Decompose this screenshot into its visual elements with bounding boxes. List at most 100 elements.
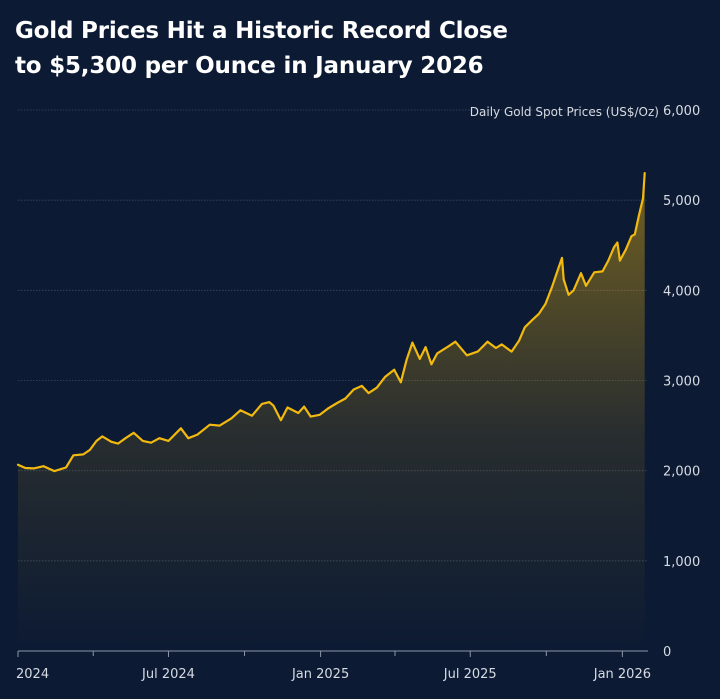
price-point xyxy=(630,235,633,238)
price-point xyxy=(405,358,408,361)
x-tick-label: Jan 2025 xyxy=(291,667,349,682)
price-point xyxy=(218,424,221,427)
price-point xyxy=(101,435,104,438)
x-tick-label: Jul 2024 xyxy=(141,667,195,682)
price-point xyxy=(42,465,45,468)
price-point xyxy=(272,404,275,407)
price-point xyxy=(303,405,305,408)
price-point xyxy=(158,437,161,440)
price-point xyxy=(447,345,450,348)
y-tick-label: 2,000 xyxy=(663,465,700,480)
x-axis: 2024 Jul 2024 Jan 2025 Jul 2025 Jan 2026 xyxy=(16,650,651,682)
price-point xyxy=(424,346,427,349)
price-point xyxy=(179,427,182,430)
price-point xyxy=(418,357,421,360)
y-tick-label: 5,000 xyxy=(663,194,700,209)
price-point xyxy=(430,363,433,366)
price-point xyxy=(17,463,19,466)
chart-title: Gold Prices Hit a Historic Record Close … xyxy=(15,14,615,84)
price-point xyxy=(593,271,596,274)
price-point xyxy=(486,340,489,343)
chart-title-line-2: to $5,300 per Ounce in January 2026 xyxy=(15,53,484,79)
price-point xyxy=(523,326,526,329)
price-point xyxy=(556,268,559,271)
price-point xyxy=(643,172,646,175)
price-point xyxy=(53,470,56,473)
price-point xyxy=(268,401,271,404)
price-point xyxy=(537,312,540,315)
area-layer xyxy=(16,172,646,651)
price-point xyxy=(167,440,170,442)
y-axis: 0 1,000 2,000 3,000 4,000 5,000 6,000 xyxy=(663,104,700,660)
price-point xyxy=(510,350,513,353)
price-point xyxy=(544,302,547,305)
price-point xyxy=(562,278,565,281)
price-point xyxy=(132,431,135,434)
price-point xyxy=(561,256,563,259)
price-point xyxy=(230,417,233,420)
price-point xyxy=(336,402,339,404)
price-point xyxy=(187,437,190,440)
x-tick-label: 2024 xyxy=(16,667,49,682)
price-point xyxy=(124,437,127,440)
price-point xyxy=(642,197,644,200)
price-point xyxy=(572,289,575,292)
price-point xyxy=(532,318,534,321)
price-point xyxy=(551,285,553,288)
price-point xyxy=(399,381,402,384)
price-point xyxy=(638,214,640,217)
chart-title-line-1: Gold Prices Hit a Historic Record Close xyxy=(15,18,508,44)
price-point xyxy=(518,339,520,342)
price-point xyxy=(618,259,621,262)
price-point xyxy=(309,415,312,418)
price-point xyxy=(466,354,468,357)
price-point xyxy=(327,407,329,410)
price-point xyxy=(585,284,587,287)
x-tick-label: Jul 2025 xyxy=(443,667,497,682)
price-point xyxy=(607,259,610,262)
price-point xyxy=(613,246,616,248)
price-point xyxy=(89,449,91,451)
price-point xyxy=(494,347,497,349)
price-point xyxy=(286,406,289,409)
price-point xyxy=(616,241,619,244)
price-point xyxy=(251,414,253,417)
price-point xyxy=(601,270,604,273)
price-point xyxy=(72,454,75,457)
price-point xyxy=(82,453,85,456)
price-point xyxy=(280,419,282,422)
price-point xyxy=(436,352,439,355)
price-point xyxy=(208,423,211,426)
y-tick-label: 4,000 xyxy=(663,284,700,299)
price-point xyxy=(352,388,355,391)
price-point xyxy=(141,440,144,442)
price-point xyxy=(65,466,67,469)
price-point xyxy=(24,467,27,469)
y-tick-label: 0 xyxy=(663,645,671,660)
price-point xyxy=(367,392,370,395)
price-area-fill xyxy=(18,173,645,651)
price-point xyxy=(580,272,582,275)
series-label: Daily Gold Spot Prices (US$/Oz) xyxy=(470,105,659,119)
price-point xyxy=(411,341,414,344)
price-point xyxy=(318,413,321,416)
price-point xyxy=(110,440,113,443)
price-point xyxy=(32,467,35,470)
x-tick-label: Jan 2026 xyxy=(593,667,651,682)
price-point xyxy=(297,412,300,414)
price-point xyxy=(500,343,503,346)
price-point xyxy=(196,433,199,436)
price-point xyxy=(239,409,242,412)
price-point xyxy=(361,385,363,387)
price-point xyxy=(567,293,570,296)
price-point xyxy=(117,442,119,445)
price-point xyxy=(454,340,457,343)
price-point xyxy=(476,350,479,353)
price-point xyxy=(150,441,153,444)
price-point xyxy=(624,248,627,251)
price-point xyxy=(393,368,396,371)
price-point xyxy=(375,386,378,389)
price-point xyxy=(344,397,347,400)
price-point xyxy=(95,440,98,442)
